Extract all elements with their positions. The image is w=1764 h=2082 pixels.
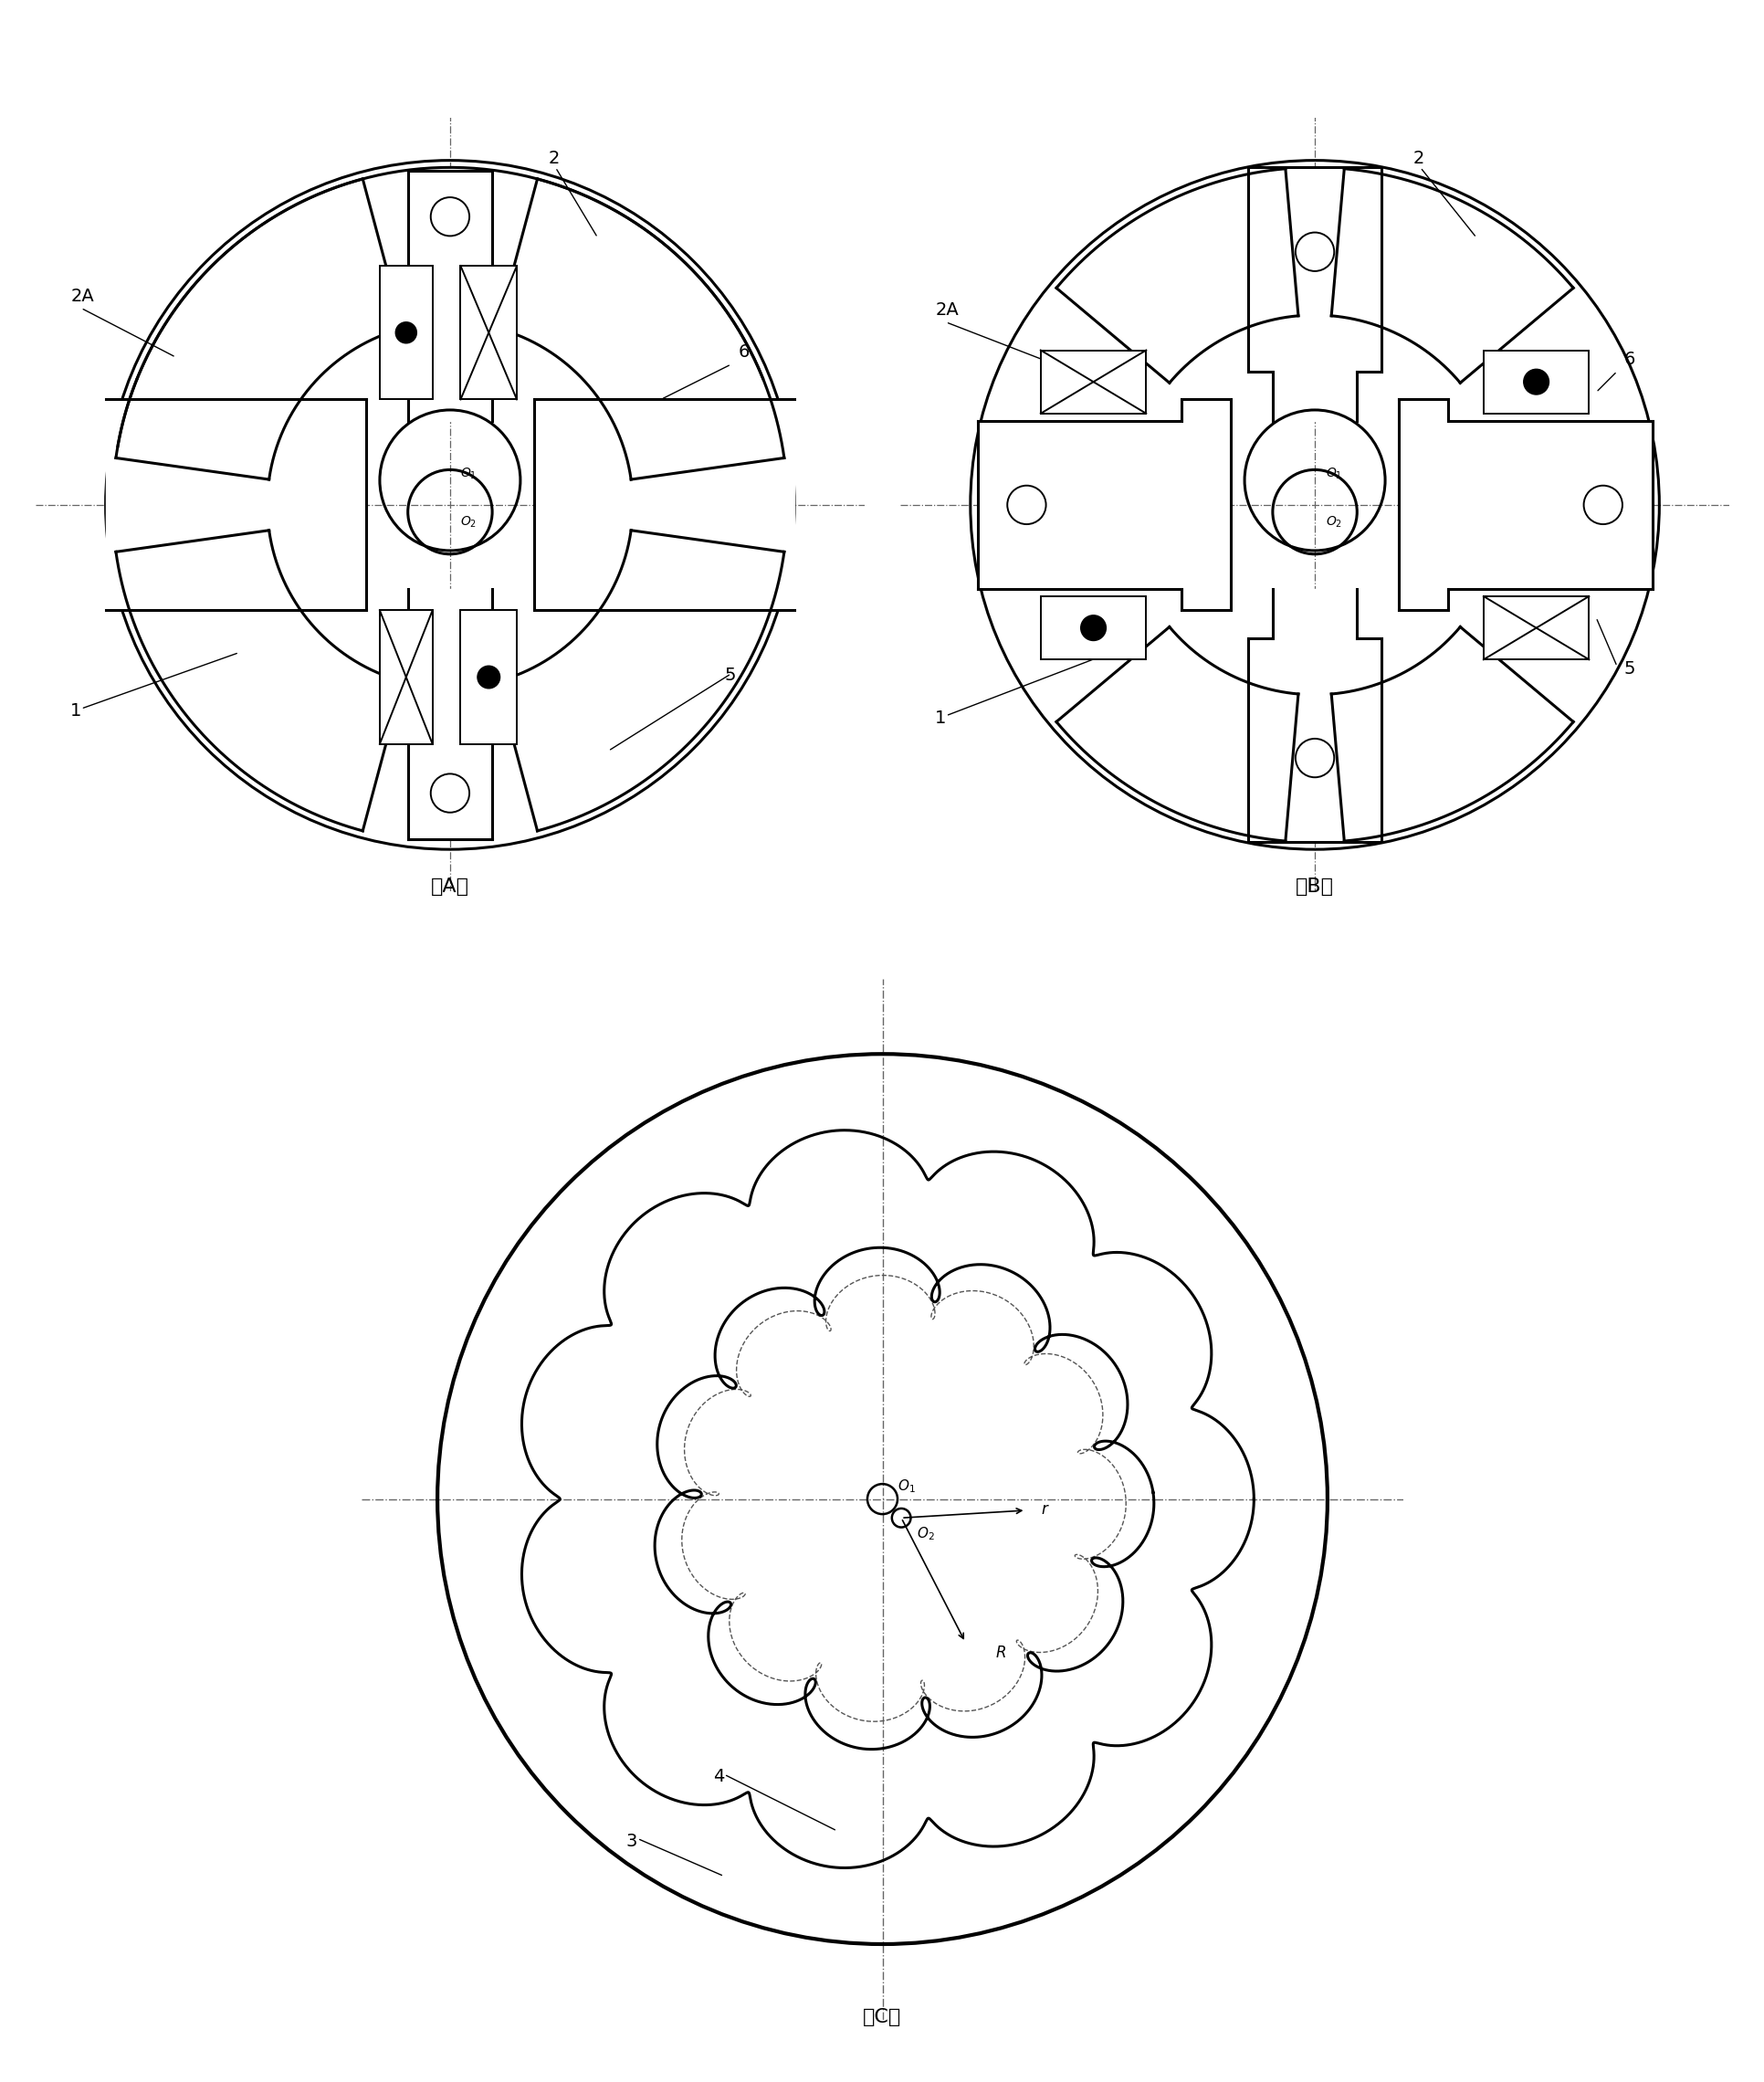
Polygon shape [407, 589, 492, 839]
Text: $O_2$: $O_2$ [916, 1526, 933, 1543]
Polygon shape [497, 531, 783, 831]
Circle shape [1582, 485, 1621, 525]
Polygon shape [106, 400, 365, 610]
Text: 2: 2 [549, 150, 559, 167]
Polygon shape [534, 400, 794, 610]
Circle shape [1295, 233, 1334, 271]
Bar [1041, 595, 1145, 660]
Text: 2A: 2A [935, 302, 958, 319]
Polygon shape [1399, 400, 1651, 610]
Circle shape [1007, 485, 1046, 525]
Text: $O_2$: $O_2$ [460, 514, 476, 531]
Text: 5: 5 [723, 666, 736, 685]
Text: 6: 6 [1623, 350, 1635, 369]
Text: $O_1$: $O_1$ [1325, 466, 1341, 481]
Text: $O_2$: $O_2$ [1325, 514, 1341, 531]
Circle shape [430, 775, 469, 812]
Polygon shape [407, 167, 492, 421]
Text: $O_1$: $O_1$ [460, 466, 476, 481]
Polygon shape [1247, 167, 1381, 421]
Text: 5: 5 [1623, 660, 1635, 677]
Circle shape [1295, 739, 1334, 777]
Bar [460, 266, 517, 400]
Bar [379, 610, 432, 743]
Text: 2: 2 [1413, 150, 1424, 167]
Text: 1: 1 [935, 710, 946, 727]
Bar [379, 266, 432, 400]
Bar [460, 610, 517, 743]
Text: $O_1$: $O_1$ [898, 1478, 916, 1495]
Polygon shape [1330, 169, 1572, 383]
Polygon shape [977, 400, 1230, 610]
Text: （B）: （B） [1295, 877, 1334, 895]
Text: r: r [1041, 1501, 1046, 1518]
Circle shape [1522, 369, 1549, 393]
Circle shape [478, 666, 499, 689]
Text: R: R [995, 1645, 1005, 1661]
Polygon shape [116, 531, 402, 831]
Text: （A）: （A） [430, 877, 469, 895]
Circle shape [1080, 616, 1106, 641]
Polygon shape [497, 179, 783, 479]
Polygon shape [1330, 627, 1572, 841]
Polygon shape [1057, 169, 1298, 383]
Bar [1041, 350, 1145, 414]
Text: 1: 1 [71, 702, 81, 720]
Circle shape [430, 198, 469, 235]
Polygon shape [1057, 627, 1298, 841]
Bar [1484, 350, 1588, 414]
Text: 2A: 2A [71, 287, 93, 304]
Text: （C）: （C） [863, 2009, 901, 2026]
Circle shape [395, 323, 416, 344]
Bar [1484, 595, 1588, 660]
Text: 6: 6 [737, 344, 750, 360]
Text: 3: 3 [626, 1832, 637, 1849]
Text: 4: 4 [713, 1768, 723, 1786]
Polygon shape [1247, 589, 1381, 843]
Polygon shape [116, 179, 402, 479]
